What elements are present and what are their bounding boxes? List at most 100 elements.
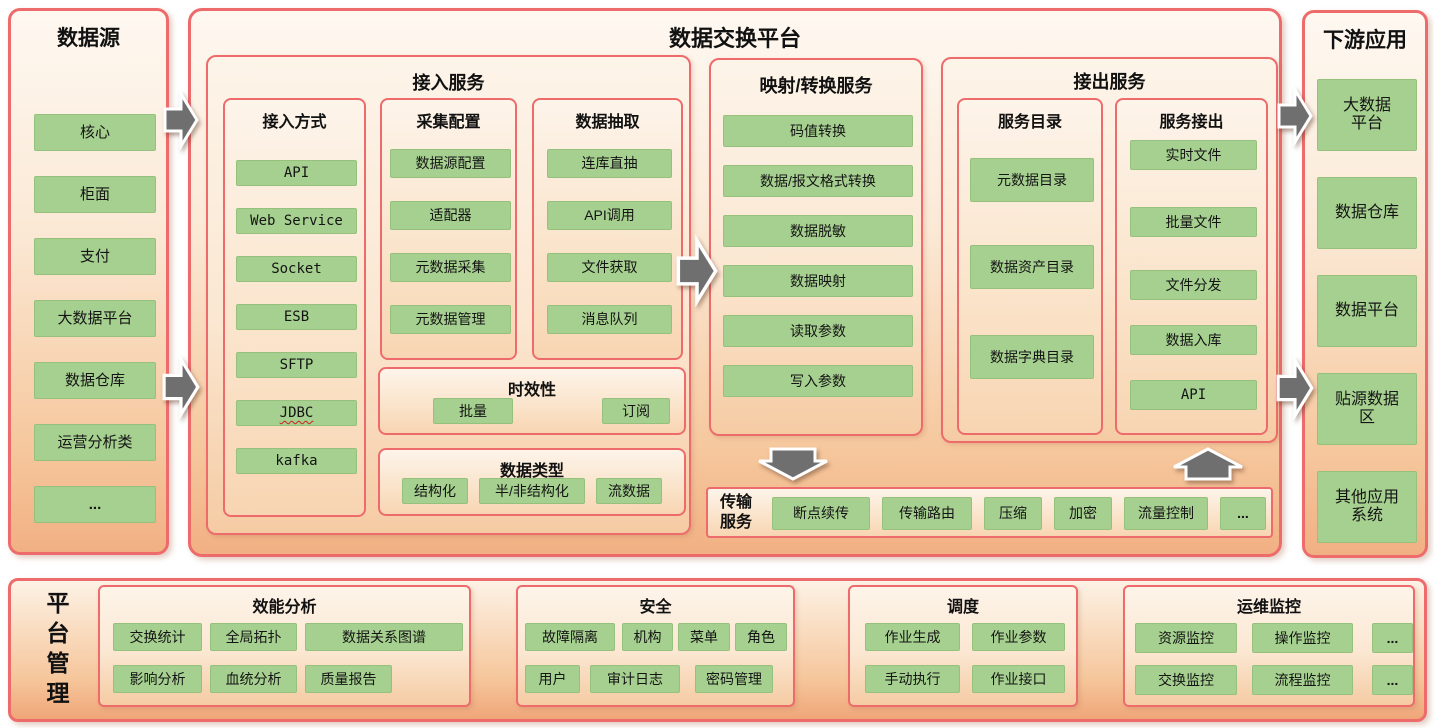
efficiency-item: 质量报告: [305, 665, 392, 693]
service-catalog-item: 数据字典目录: [970, 335, 1094, 379]
datasource-item: 大数据平台: [34, 300, 156, 337]
schedule-title: 调度: [946, 599, 979, 616]
access-method-item: API: [236, 160, 357, 186]
datatype-item: 结构化: [402, 478, 468, 504]
flow-arrow-right-icon: [1277, 86, 1313, 146]
timeliness-box: 时效性 批量 订阅: [378, 367, 686, 435]
service-catalog-item: 数据资产目录: [970, 245, 1094, 289]
access-method-item: Socket: [236, 256, 357, 282]
access-method-item: kafka: [236, 448, 357, 474]
collect-config-item: 数据源配置: [390, 149, 511, 178]
flow-arrow-down-icon: [758, 447, 828, 481]
security-item: 审计日志: [590, 665, 680, 693]
datasource-item: 数据仓库: [34, 362, 156, 399]
service-catalog-title: 服务目录: [997, 114, 1062, 131]
schedule-item: 手动执行: [865, 665, 960, 693]
downstream-panel: 下游应用 大数据 平台 数据仓库 数据平台 贴源数据 区 其他应用 系统: [1302, 10, 1428, 558]
efficiency-title: 效能分析: [252, 599, 317, 616]
mapping-item: 数据映射: [723, 265, 913, 297]
collect-config-title: 采集配置: [416, 114, 481, 131]
monitor-item: 流程监控: [1252, 665, 1353, 695]
datatype-row: 结构化 半/非结构化 流数据: [380, 478, 684, 504]
datatype-item: 半/非结构化: [479, 478, 585, 504]
flow-arrow-up-icon: [1173, 447, 1243, 481]
data-extract-title: 数据抽取: [575, 114, 640, 131]
downstream-item: 大数据 平台: [1317, 79, 1417, 151]
access-methods-title: 接入方式: [262, 114, 327, 131]
timeliness-row: 批量 订阅: [380, 398, 684, 424]
downstream-item: 其他应用 系统: [1317, 471, 1417, 543]
mapping-item: 码值转换: [723, 115, 913, 147]
collect-config-list: 数据源配置 适配器 元数据采集 元数据管理: [390, 149, 511, 334]
transport-item: 断点续传: [772, 497, 870, 530]
efficiency-item: 血统分析: [210, 665, 297, 693]
efficiency-item: 交换统计: [113, 623, 202, 651]
transport-service-box: 传输服务 断点续传 传输路由 压缩 加密 流量控制 ...: [706, 487, 1273, 538]
flow-arrow-right-icon: [162, 355, 200, 419]
access-service-title: 接入服务: [412, 73, 485, 93]
monitor-title: 运维监控: [1236, 599, 1301, 616]
access-methods-list: API Web Service Socket ESB SFTP JDBC kaf…: [236, 160, 357, 474]
mapping-item: 读取参数: [723, 315, 913, 347]
data-extract-item: API调用: [547, 201, 672, 230]
timeliness-item: 批量: [433, 398, 513, 424]
transport-service-title: 传输服务: [719, 494, 752, 531]
timeliness-item: 订阅: [602, 398, 670, 424]
security-item: 故障隔离: [525, 623, 615, 651]
downstream-title: 下游应用: [1323, 29, 1407, 52]
downstream-item: 数据仓库: [1317, 177, 1417, 249]
service-catalog-item: 元数据目录: [970, 158, 1094, 202]
efficiency-box: 效能分析 交换统计 全局拓扑 数据关系图谱 影响分析 血统分析 质量报告: [98, 585, 471, 707]
data-extract-item: 连库直抽: [547, 149, 672, 178]
collect-config-item: 元数据管理: [390, 305, 511, 334]
efficiency-item: 影响分析: [113, 665, 202, 693]
security-item: 用户: [525, 665, 580, 693]
security-title: 安全: [639, 599, 672, 616]
collect-config-item: 适配器: [390, 201, 511, 230]
security-box: 安全 故障隔离 机构 菜单 角色 用户 审计日志 密码管理: [516, 585, 795, 707]
downstream-item: 数据平台: [1317, 275, 1417, 347]
service-out-item: 批量文件: [1130, 207, 1257, 237]
schedule-box: 调度 作业生成 作业参数 手动执行 作业接口: [848, 585, 1078, 707]
access-method-item: SFTP: [236, 352, 357, 378]
mapping-service-box: 映射/转换服务 码值转换 数据/报文格式转换 数据脱敏 数据映射 读取参数 写入…: [709, 58, 923, 436]
transport-item: 压缩: [984, 497, 1042, 530]
mapping-service-list: 码值转换 数据/报文格式转换 数据脱敏 数据映射 读取参数 写入参数: [723, 115, 913, 397]
outbound-service-title: 接出服务: [1073, 72, 1146, 92]
datatype-item: 流数据: [596, 478, 662, 504]
monitor-item: 操作监控: [1252, 623, 1353, 653]
mapping-item: 数据/报文格式转换: [723, 165, 913, 197]
service-out-item: 文件分发: [1130, 270, 1257, 300]
management-panel: 平台管理 效能分析 交换统计 全局拓扑 数据关系图谱 影响分析 血统分析 质量报…: [8, 578, 1427, 722]
datasource-item: 支付: [34, 238, 156, 275]
collect-config-item: 元数据采集: [390, 253, 511, 282]
monitor-item-more: ...: [1372, 665, 1413, 695]
mapping-service-title: 映射/转换服务: [759, 76, 873, 96]
security-item: 菜单: [678, 623, 730, 651]
service-out-title: 服务接出: [1159, 114, 1224, 131]
flow-arrow-right-icon: [676, 234, 718, 308]
transport-item: 加密: [1054, 497, 1112, 530]
datasource-item-more: ...: [34, 486, 156, 523]
access-method-item: ESB: [236, 304, 357, 330]
access-method-item: JDBC: [236, 400, 357, 426]
monitor-item: 资源监控: [1135, 623, 1237, 653]
efficiency-item: 数据关系图谱: [305, 623, 463, 651]
security-item: 机构: [622, 623, 673, 651]
service-out-item: 实时文件: [1130, 140, 1257, 170]
monitor-item: 交换监控: [1135, 665, 1237, 695]
service-out-box: 服务接出 实时文件 批量文件 文件分发 数据入库 API: [1115, 98, 1268, 435]
transport-item: 传输路由: [882, 497, 972, 530]
datasource-panel: 数据源 核心 柜面 支付 大数据平台 数据仓库 运营分析类 ...: [8, 8, 169, 555]
datasource-item: 柜面: [34, 176, 156, 213]
schedule-item: 作业接口: [972, 665, 1065, 693]
transport-item: 流量控制: [1124, 497, 1208, 530]
data-extract-list: 连库直抽 API调用 文件获取 消息队列: [547, 149, 672, 334]
outbound-service-box: 接出服务 服务目录 元数据目录 数据资产目录 数据字典目录 服务接出 实时文件 …: [941, 57, 1278, 443]
access-method-item: Web Service: [236, 208, 357, 234]
access-methods-box: 接入方式 API Web Service Socket ESB SFTP JDB…: [223, 98, 366, 517]
flow-arrow-right-icon: [1276, 356, 1314, 420]
data-extract-item: 文件获取: [547, 253, 672, 282]
schedule-item: 作业生成: [865, 623, 960, 651]
